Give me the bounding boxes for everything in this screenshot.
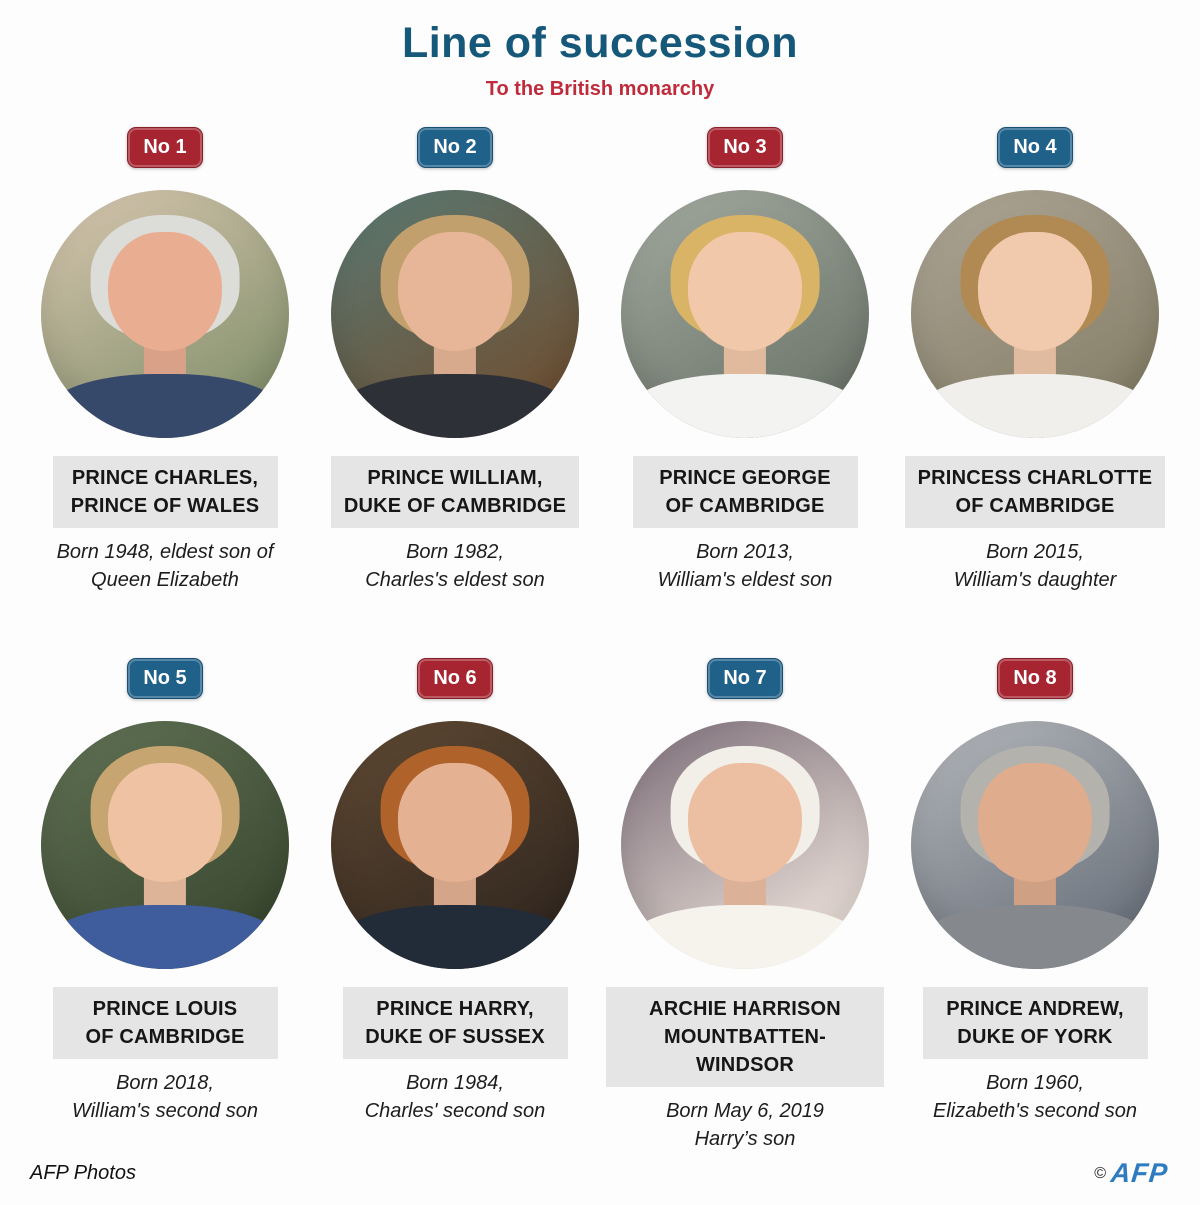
torso-shape — [915, 904, 1155, 970]
rank-badge-5: No 5 — [127, 658, 203, 700]
face-shape — [397, 763, 513, 883]
photo-credit: AFP Photos — [30, 1162, 136, 1184]
face-shape — [397, 232, 513, 352]
person-card-3: No 3 PRINCE GEORGE OF CAMBRIDGE Born 201… — [606, 127, 884, 594]
person-name: PRINCE LOUIS OF CAMBRIDGE — [52, 987, 278, 1060]
person-name: ARCHIE HARRISON MOUNTBATTEN-WINDSOR — [606, 987, 884, 1088]
rank-badge-2: No 2 — [417, 127, 493, 169]
afp-logo: © AFP — [1094, 1158, 1170, 1189]
person-name: PRINCE CHARLES, PRINCE OF WALES — [52, 456, 278, 529]
afp-logo-text: AFP — [1109, 1158, 1170, 1188]
portrait-photo-prince-andrew — [911, 721, 1159, 970]
rank-badge-1: No 1 — [127, 127, 203, 169]
footer: AFP Photos © AFP — [30, 1158, 1170, 1189]
copyright-icon: © — [1094, 1164, 1106, 1182]
header: Line of succession To the British monarc… — [0, 0, 1200, 101]
person-name: PRINCE WILLIAM, DUKE OF CAMBRIDGE — [330, 456, 580, 529]
person-card-4: No 4 PRINCESS CHARLOTTE OF CAMBRIDGE Bor… — [896, 127, 1174, 594]
torso-shape — [915, 373, 1155, 439]
face-shape — [977, 232, 1093, 352]
succession-grid: No 1 PRINCE CHARLES, PRINCE OF WALES Bor… — [26, 127, 1174, 1153]
rank-badge-7: No 7 — [707, 658, 783, 700]
person-name: PRINCE ANDREW, DUKE OF YORK — [922, 987, 1148, 1060]
person-description: Born 1960, Elizabeth's second son — [933, 1072, 1137, 1123]
face-shape — [687, 232, 803, 352]
person-name: PRINCE GEORGE OF CAMBRIDGE — [632, 456, 858, 529]
person-card-8: No 8 PRINCE ANDREW, DUKE OF YORK Born 19… — [896, 658, 1174, 1153]
portrait-photo-archie-harrison — [621, 721, 869, 970]
torso-shape — [625, 904, 865, 970]
rank-badge-4: No 4 — [997, 127, 1073, 169]
portrait-photo-prince-george — [621, 190, 869, 439]
torso-shape — [625, 373, 865, 439]
torso-shape — [335, 904, 575, 970]
person-card-1: No 1 PRINCE CHARLES, PRINCE OF WALES Bor… — [26, 127, 304, 594]
page-title: Line of succession — [401, 19, 799, 67]
rank-badge-8: No 8 — [997, 658, 1073, 700]
face-shape — [107, 763, 223, 883]
portrait-photo-prince-william — [331, 190, 579, 439]
portrait-photo-prince-louis — [41, 721, 289, 970]
face-shape — [107, 232, 223, 352]
face-shape — [687, 763, 803, 883]
person-card-6: No 6 PRINCE HARRY, DUKE OF SUSSEX Born 1… — [316, 658, 594, 1153]
torso-shape — [45, 373, 285, 439]
page-subtitle: To the British monarchy — [485, 78, 715, 101]
torso-shape — [335, 373, 575, 439]
person-description: Born 2013, William's eldest son — [657, 541, 833, 592]
face-shape — [977, 763, 1093, 883]
portrait-photo-prince-harry — [331, 721, 579, 970]
person-description: Born 2018, William's second son — [72, 1072, 258, 1123]
portrait-photo-princess-charlotte — [911, 190, 1159, 439]
person-card-2: No 2 PRINCE WILLIAM, DUKE OF CAMBRIDGE B… — [316, 127, 594, 594]
rank-badge-6: No 6 — [417, 658, 493, 700]
person-description: Born 1948, eldest son of Queen Elizabeth — [56, 541, 274, 592]
person-card-5: No 5 PRINCE LOUIS OF CAMBRIDGE Born 2018… — [26, 658, 304, 1153]
person-name: PRINCESS CHARLOTTE OF CAMBRIDGE — [904, 456, 1166, 529]
rank-badge-3: No 3 — [707, 127, 783, 169]
person-card-7: No 7 ARCHIE HARRISON MOUNTBATTEN-WINDSOR… — [606, 658, 884, 1153]
person-description: Born 1982, Charles's eldest son — [365, 541, 545, 592]
person-name: PRINCE HARRY, DUKE OF SUSSEX — [342, 987, 568, 1060]
person-description: Born 2015, William's daughter — [953, 541, 1117, 592]
person-description: Born 1984, Charles' second son — [364, 1072, 546, 1123]
torso-shape — [45, 904, 285, 970]
person-description: Born May 6, 2019 Harry’s son — [666, 1100, 824, 1151]
portrait-photo-prince-charles — [41, 190, 289, 439]
